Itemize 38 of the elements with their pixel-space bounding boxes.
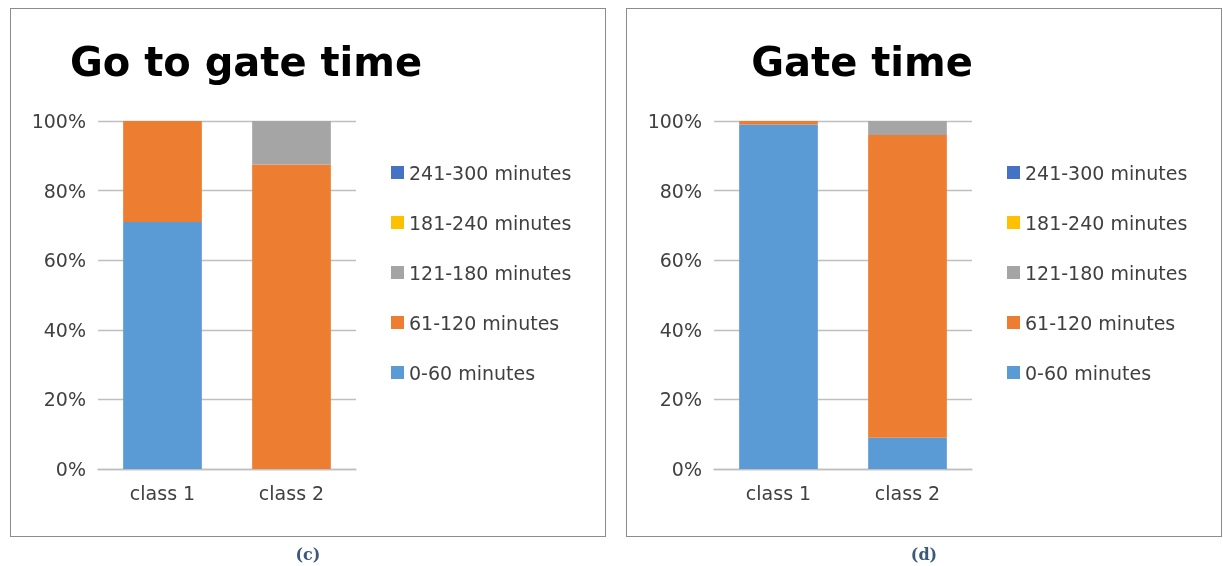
y-tick-label: 60% [659,249,702,272]
x-tick-label: class 1 [129,481,196,504]
text: (d) [909,545,939,564]
x-tick-label: class 1 [745,481,812,504]
y-tick-label: 40% [659,318,702,341]
y-tick-label: 100% [647,110,702,132]
y-tick-label: 80% [659,179,702,202]
legend-label: 121-180 minutes [409,261,572,284]
bar [739,124,818,469]
legend-label: 121-180 minutes [1025,261,1188,284]
y-tick-label: 60% [43,249,86,272]
chart-title: Gate time [751,39,973,85]
bar [123,221,202,469]
y-tick-label: 40% [43,318,86,341]
y-tick-label: 20% [659,388,702,411]
legend-label: 61-120 minutes [409,311,560,334]
legend-label: 61-120 minutes [1025,311,1176,334]
legend-label: 241-300 minutes [1025,161,1188,184]
bar [252,164,331,469]
legend-label: 0-60 minutes [409,361,536,384]
y-tick-label: 100% [31,110,86,132]
chart-title: Go to gate time [69,39,423,85]
y-tick-label: 0% [55,458,86,480]
legend-label: 181-240 minutes [409,211,572,234]
legend-label: 0-60 minutes [1025,361,1152,384]
legend-label: 241-300 minutes [409,161,572,184]
y-tick-label: 20% [43,388,86,411]
y-tick-label: 80% [43,179,86,202]
text: (c) [294,545,322,564]
bar [123,121,202,222]
legend-label: 181-240 minutes [1025,211,1188,234]
bar [868,121,947,135]
x-tick-label: class 2 [258,481,325,504]
bar [868,437,947,469]
y-tick-label: 0% [671,458,702,480]
bar [868,134,947,438]
bar [252,121,331,165]
x-tick-label: class 2 [874,481,941,504]
